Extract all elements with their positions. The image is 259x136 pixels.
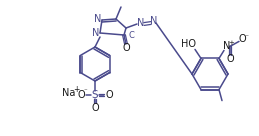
Text: O: O (122, 43, 130, 53)
Text: C: C (128, 32, 134, 41)
Text: HO: HO (181, 39, 196, 49)
Text: O: O (226, 54, 234, 64)
Text: N: N (94, 14, 102, 24)
Text: O: O (238, 34, 246, 44)
Text: N: N (150, 16, 158, 26)
Text: ⁻: ⁻ (83, 88, 87, 94)
Text: ⁻: ⁻ (244, 32, 248, 41)
Text: S: S (92, 90, 98, 100)
Text: O: O (105, 90, 113, 100)
Text: N: N (137, 18, 145, 28)
Text: N: N (223, 41, 231, 51)
Text: N: N (92, 28, 100, 38)
Text: +: + (228, 40, 234, 46)
Text: +: + (73, 86, 79, 95)
Text: O: O (91, 103, 99, 113)
Text: O: O (77, 90, 85, 100)
Text: Na: Na (62, 88, 76, 98)
